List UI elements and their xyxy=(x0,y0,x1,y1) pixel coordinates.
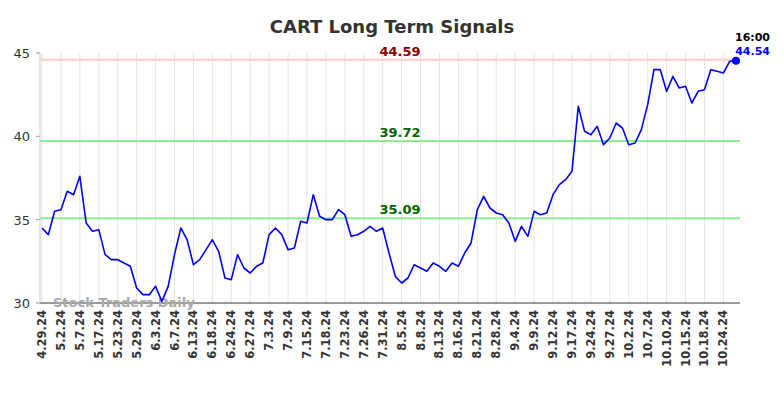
x-tick-label: 8.8.24 xyxy=(414,310,428,351)
reference-line xyxy=(40,217,740,219)
grid-line xyxy=(60,53,61,303)
y-tick-label: 45 xyxy=(13,46,30,61)
x-tick-label: 9.17.24 xyxy=(565,310,579,359)
grid-line xyxy=(98,53,99,303)
x-tick-label: 9.9.24 xyxy=(527,310,541,351)
y-tick xyxy=(36,219,40,220)
grid-line xyxy=(420,53,421,303)
x-tick-label: 7.3.24 xyxy=(262,310,276,351)
x-tick-label: 10.18.24 xyxy=(697,310,711,367)
x-tick-label: 6.13.24 xyxy=(186,310,200,359)
x-tick-label: 9.24.24 xyxy=(584,310,598,359)
x-tick-label: 7.9.24 xyxy=(281,310,295,351)
x-tick-label: 8.28.24 xyxy=(489,310,503,359)
y-tick-label: 35 xyxy=(13,213,30,228)
x-tick-label: 9.12.24 xyxy=(546,310,560,359)
grid-line xyxy=(401,53,402,303)
x-tick-label: 6.3.24 xyxy=(149,310,163,351)
x-tick-label: 6.27.24 xyxy=(243,310,257,359)
x-tick-label: 5.29.24 xyxy=(130,310,144,359)
grid-line xyxy=(515,53,516,303)
reference-label: 39.72 xyxy=(379,125,420,140)
y-tick xyxy=(36,53,40,54)
grid-line xyxy=(325,53,326,303)
grid-line xyxy=(344,53,345,303)
grid-line xyxy=(174,53,175,303)
x-tick-label: 7.31.24 xyxy=(376,310,390,359)
grid-line xyxy=(193,53,194,303)
x-tick-label: 10.15.24 xyxy=(679,310,693,367)
last-time: 16:00 xyxy=(735,31,770,44)
x-tick-label: 5.17.24 xyxy=(92,310,106,359)
x-tick-label: 10.10.24 xyxy=(660,310,674,367)
last-value: 44.54 xyxy=(735,45,770,58)
grid-line xyxy=(685,53,686,303)
grid-line xyxy=(647,53,648,303)
grid-line xyxy=(269,53,270,303)
x-tick-label: 9.27.24 xyxy=(603,310,617,359)
grid-line xyxy=(553,53,554,303)
grid-line xyxy=(212,53,213,303)
x-tick-label: 8.5.24 xyxy=(395,310,409,351)
grid-line xyxy=(117,53,118,303)
y-tick-label: 40 xyxy=(13,129,30,144)
grid-line xyxy=(534,53,535,303)
x-tick-label: 10.7.24 xyxy=(641,310,655,359)
grid-line xyxy=(496,53,497,303)
x-tick-label: 6.7.24 xyxy=(168,310,182,351)
grid-line xyxy=(231,53,232,303)
x-tick-label: 5.7.24 xyxy=(73,310,87,351)
reference-line xyxy=(40,59,740,61)
y-tick xyxy=(36,136,40,137)
reference-label: 44.59 xyxy=(379,44,420,59)
x-tick-label: 7.26.24 xyxy=(357,310,371,359)
grid-line xyxy=(363,53,364,303)
x-tick-label: 5.23.24 xyxy=(111,310,125,359)
grid-line xyxy=(136,53,137,303)
x-tick-label: 5.2.24 xyxy=(54,310,68,351)
grid-line xyxy=(288,53,289,303)
price-line xyxy=(42,61,736,302)
grid-line xyxy=(609,53,610,303)
x-tick-label: 7.23.24 xyxy=(338,310,352,359)
grid-line xyxy=(477,53,478,303)
x-tick-label: 10.2.24 xyxy=(622,310,636,359)
x-tick-label: 9.4.24 xyxy=(508,310,522,351)
grid-line xyxy=(42,53,43,303)
x-tick-label: 6.18.24 xyxy=(205,310,219,359)
grid-line xyxy=(306,53,307,303)
x-tick-label: 8.21.24 xyxy=(470,310,484,359)
y-axis xyxy=(40,53,41,303)
plot-area xyxy=(40,57,740,302)
x-tick-label: 7.15.24 xyxy=(300,310,314,359)
grid-line xyxy=(382,53,383,303)
y-tick xyxy=(36,303,40,304)
title: CART Long Term Signals xyxy=(270,16,514,37)
y-tick-label: 30 xyxy=(13,296,30,311)
watermark: Stock Traders Daily xyxy=(53,295,195,310)
x-tick-label: 6.24.24 xyxy=(224,310,238,359)
x-tick-label: 10.24.24 xyxy=(716,310,730,367)
x-tick-label: 7.18.24 xyxy=(319,310,333,359)
grid-line xyxy=(628,53,629,303)
chart: CART Long Term Signals 30 35 40 45 4.29.24 5.2… xyxy=(0,0,784,398)
grid-line xyxy=(571,53,572,303)
x-tick-label: 8.16.24 xyxy=(451,310,465,359)
grid-line xyxy=(590,53,591,303)
grid-line xyxy=(723,53,724,303)
reference-label: 35.09 xyxy=(379,202,420,217)
grid-line xyxy=(250,53,251,303)
x-tick-label: 8.13.24 xyxy=(432,310,446,359)
grid-line xyxy=(155,53,156,303)
x-tick-label: 4.29.24 xyxy=(35,310,49,359)
